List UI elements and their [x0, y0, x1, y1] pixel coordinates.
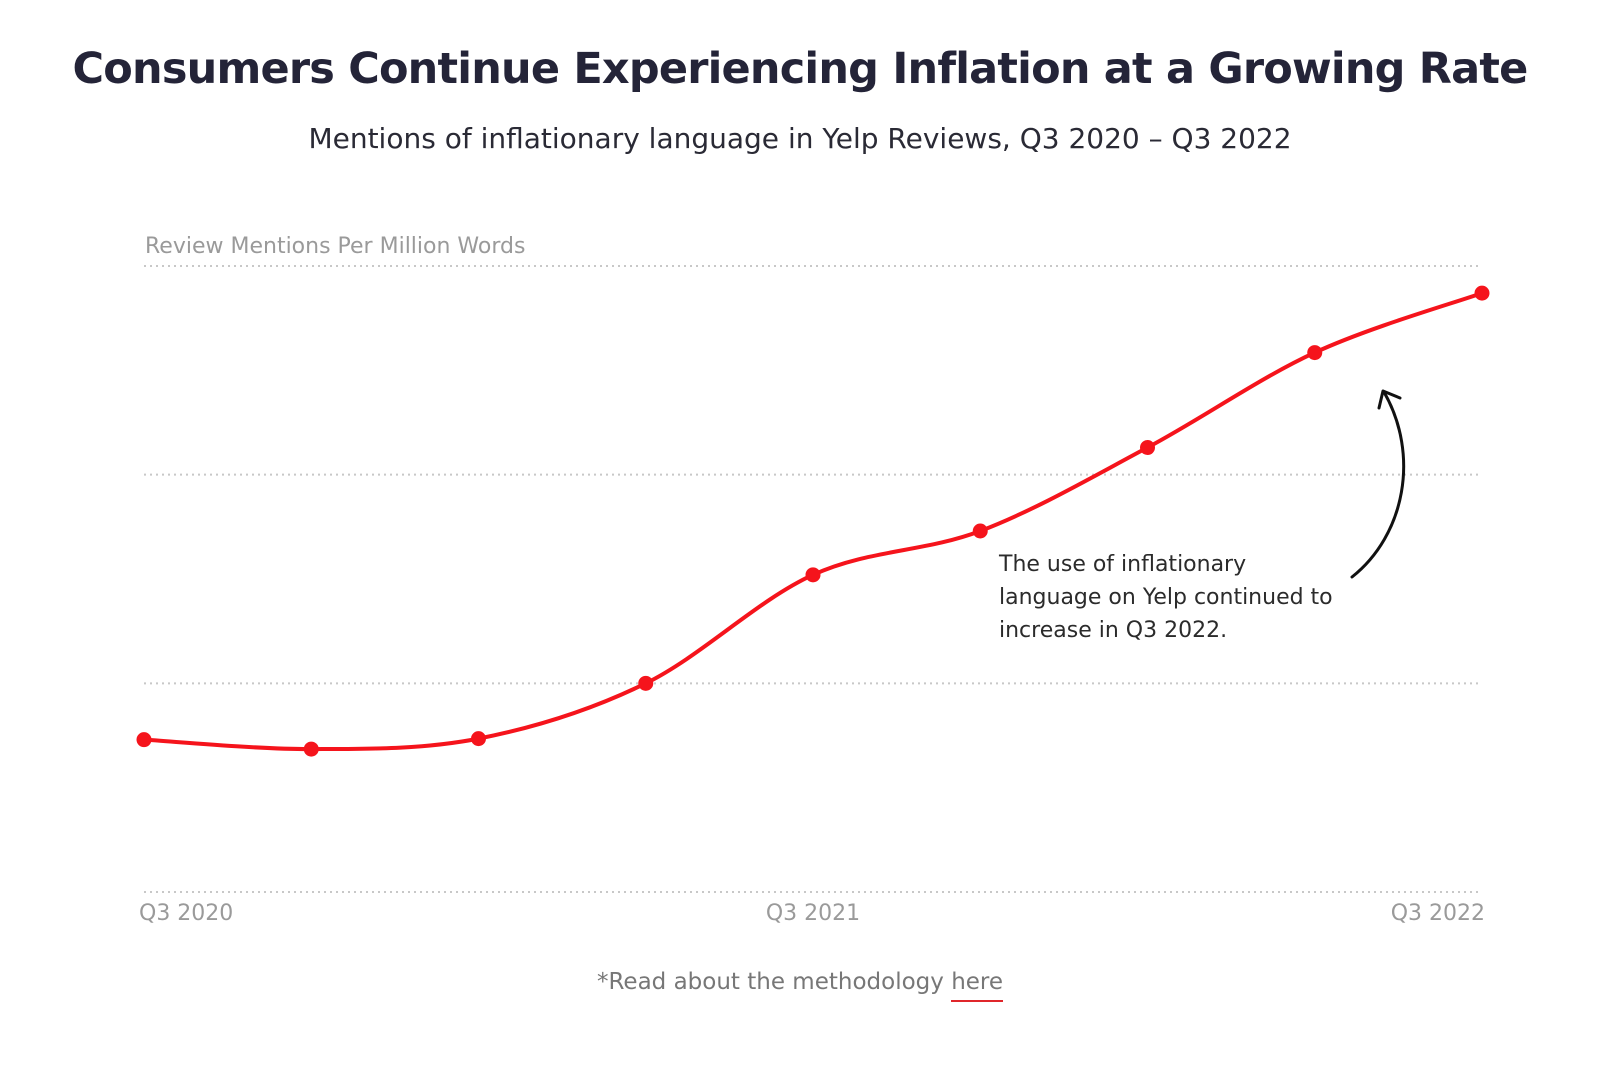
x-tick-label-q3-2020: Q3 2020	[139, 901, 233, 926]
data-point-q3-2020	[136, 732, 152, 748]
x-axis-ticks: Q3 2020 Q3 2021 Q3 2022	[139, 901, 1485, 926]
series-line	[142, 291, 1484, 752]
data-point-q3-2021	[805, 567, 821, 583]
methodology-link[interactable]: here	[951, 969, 1004, 1002]
data-point-q2-2021	[638, 675, 654, 691]
annotation-line-1: The use of inflationary	[998, 552, 1246, 577]
annotation-arrowhead-icon	[1377, 389, 1402, 410]
x-tick-label-q3-2022: Q3 2022	[1391, 901, 1485, 926]
data-point-q2-2022	[1307, 345, 1323, 361]
annotation-line-2: language on Yelp continued to	[999, 585, 1333, 610]
data-point-q1-2021	[471, 731, 486, 747]
data-point-q4-2020	[303, 741, 319, 757]
data-point-q1-2022	[1140, 440, 1155, 456]
data-points	[136, 285, 1490, 757]
x-tick-label-q3-2021: Q3 2021	[766, 901, 860, 926]
annotation-arrow	[1350, 390, 1406, 579]
footnote-text: *Read about the methodology	[596, 969, 952, 995]
y-axis-label: Review Mentions Per Million Words	[145, 234, 525, 259]
gridlines	[144, 265, 1482, 893]
data-point-q4-2021	[972, 523, 988, 539]
data-point-q3-2022	[1474, 285, 1490, 301]
footnote: *Read about the methodology here	[0, 969, 1600, 1002]
annotation: The use of inflationary language on Yelp…	[998, 389, 1406, 643]
chart-title: Consumers Continue Experiencing Inflatio…	[72, 44, 1529, 94]
annotation-line-3: increase in Q3 2022.	[999, 618, 1227, 643]
chart-subtitle: Mentions of inflationary language in Yel…	[308, 122, 1292, 155]
